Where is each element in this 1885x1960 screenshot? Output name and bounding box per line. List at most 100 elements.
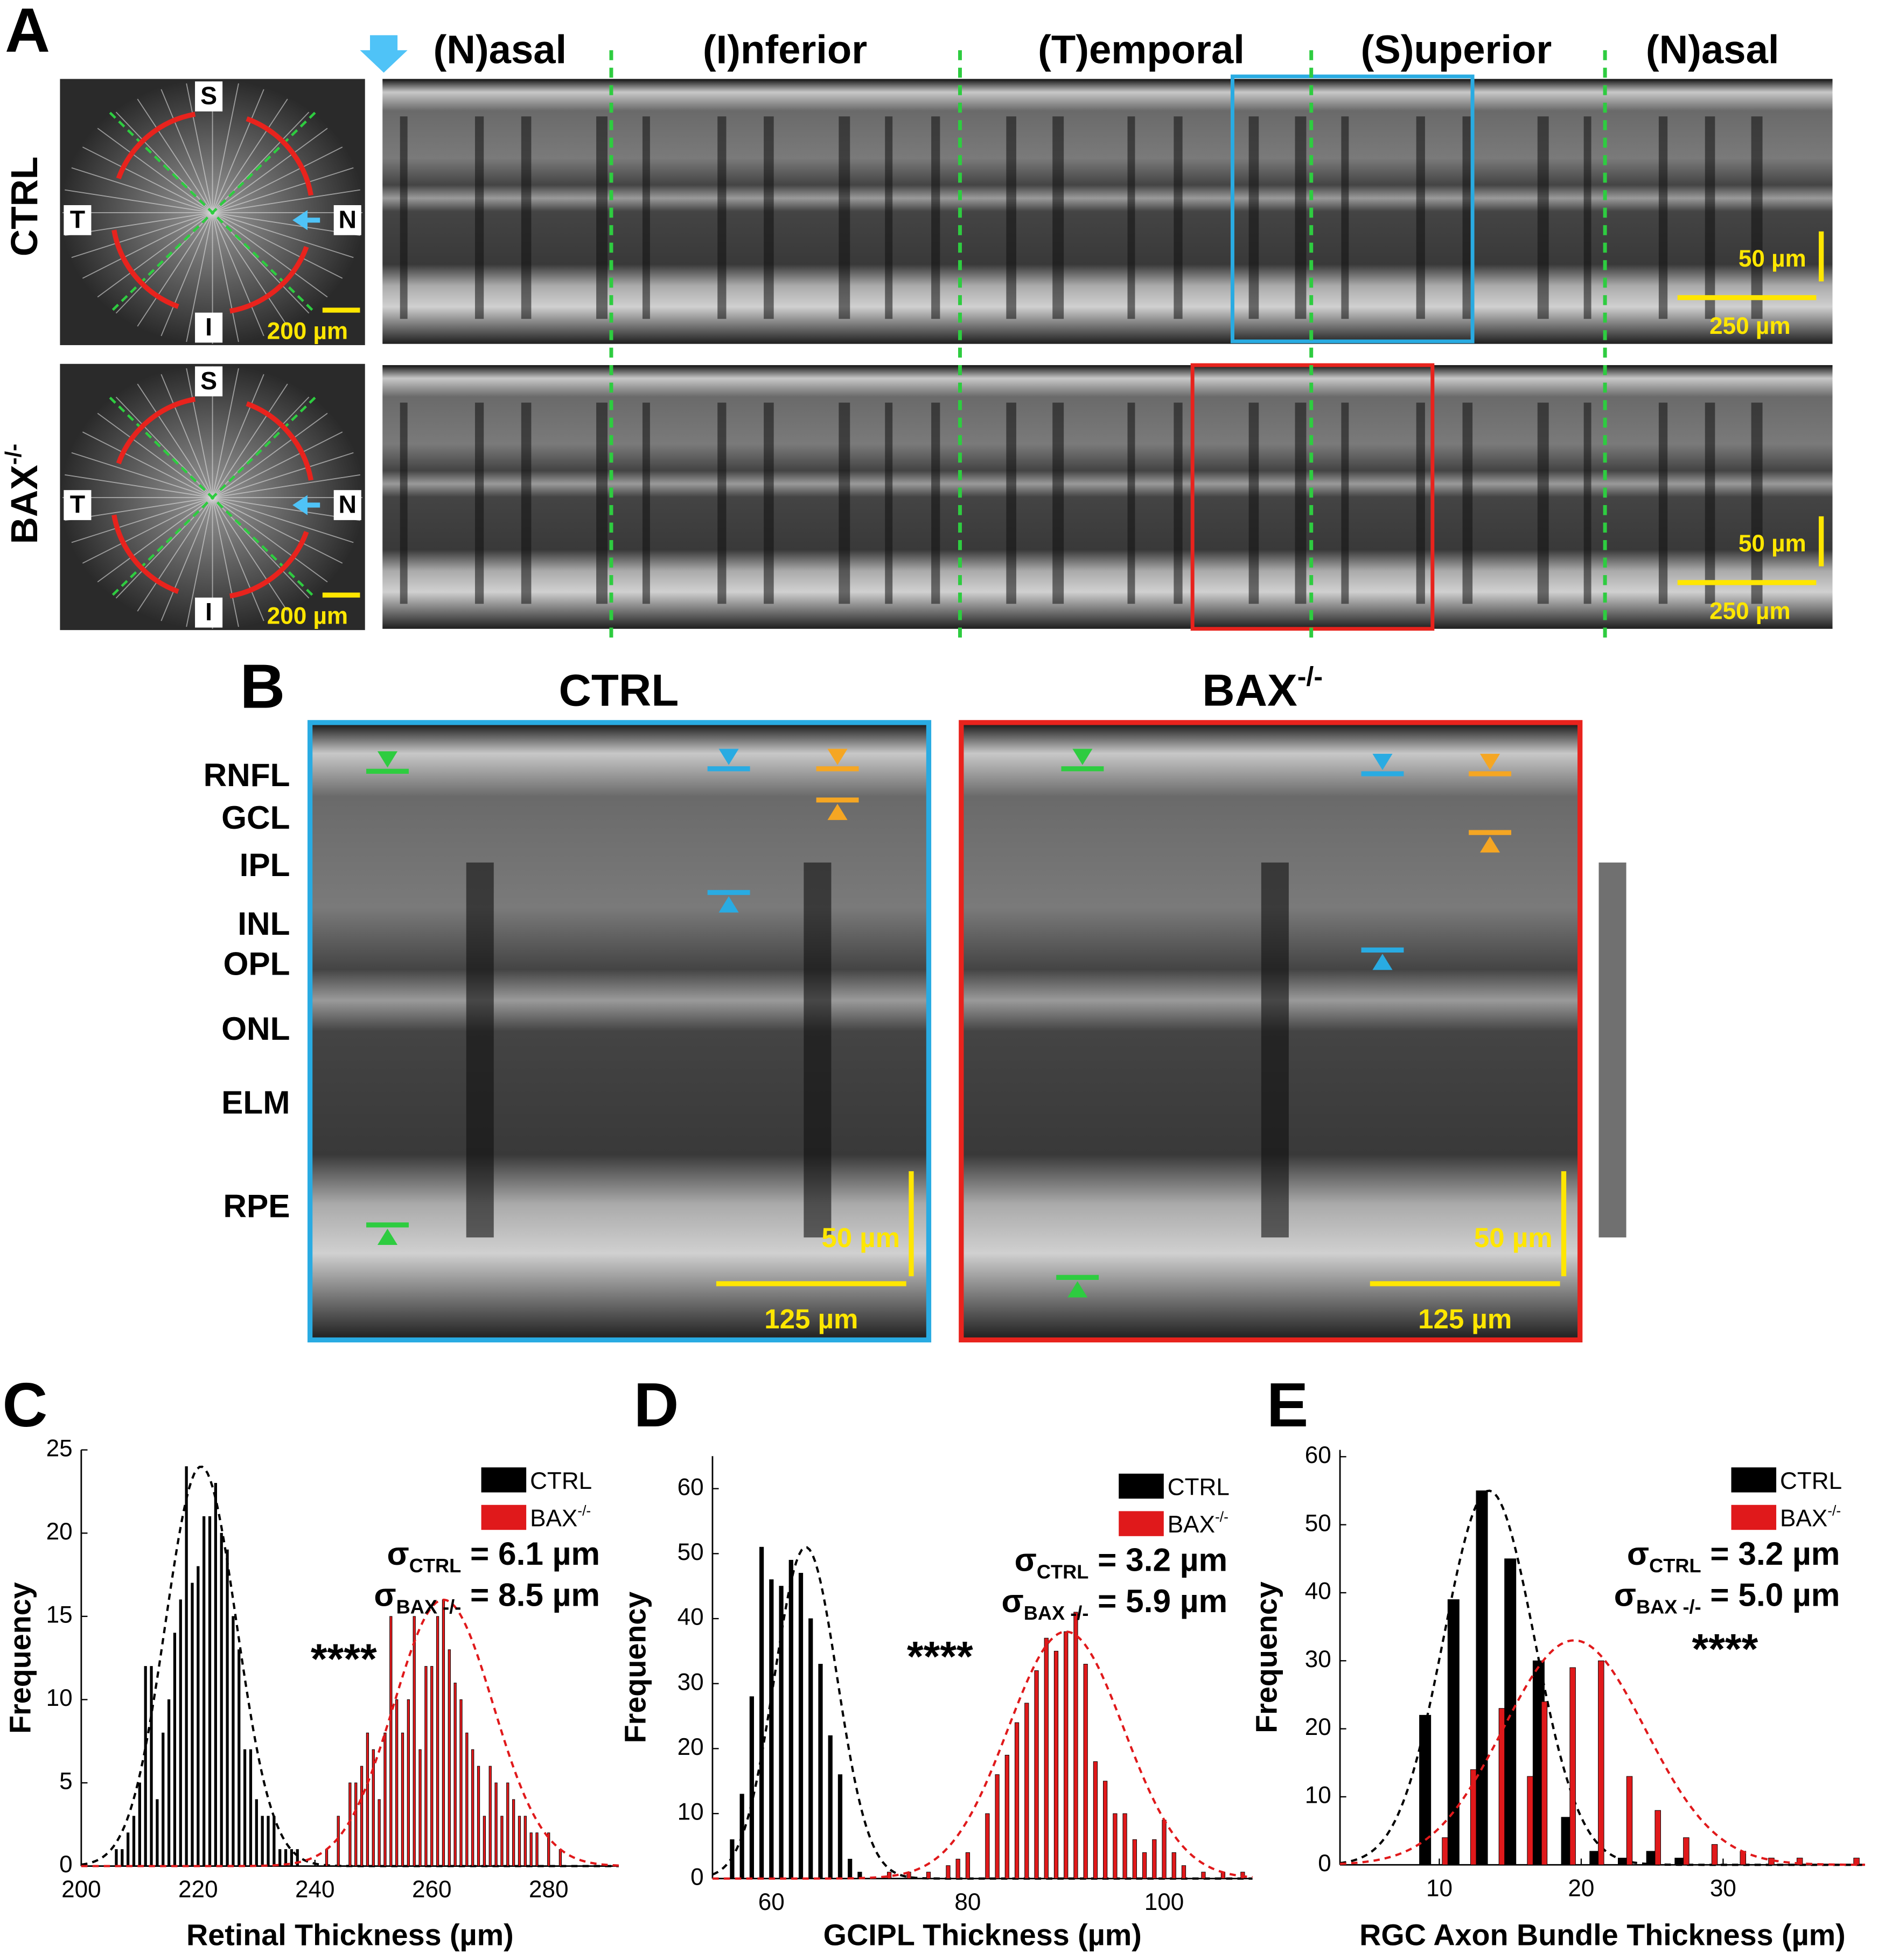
histogram-bar	[1171, 1852, 1176, 1879]
histogram-bar	[214, 1483, 217, 1867]
nerve-fiber	[212, 368, 239, 498]
vessel-shadow	[596, 116, 608, 319]
y-tick-label: 5	[59, 1768, 73, 1795]
panel-label: C	[3, 1370, 48, 1440]
sigma-annotation-part: CTRL	[409, 1555, 461, 1577]
orientation-label: I	[205, 313, 212, 341]
gaussian-fit	[81, 1598, 619, 1867]
histogram-bar	[759, 1546, 764, 1879]
vessel-shadow	[1127, 402, 1135, 604]
y-tick-label: 10	[678, 1799, 704, 1825]
orientation-label: T	[70, 491, 85, 519]
histogram-bar	[1073, 1612, 1078, 1879]
histogram-bar	[995, 1774, 1000, 1879]
legend-swatch	[1731, 1467, 1777, 1493]
y-tick-label: 20	[1305, 1714, 1331, 1740]
row-label-part: BAX	[3, 465, 45, 544]
histogram-bar	[465, 1732, 469, 1867]
histogram-bar	[494, 1782, 498, 1867]
vessel-shadow	[804, 862, 832, 1238]
histogram-bar	[325, 1849, 329, 1867]
scale-label: 200 µm	[267, 318, 348, 344]
nerve-fiber	[71, 497, 213, 543]
significance: ****	[907, 1633, 973, 1680]
histogram-bar	[150, 1666, 153, 1867]
sigma-annotation-part: = 3.2 µm	[1088, 1542, 1227, 1578]
histogram-bar	[360, 1766, 364, 1867]
x-tick-label: 30	[1710, 1875, 1736, 1901]
nerve-fiber	[212, 497, 264, 621]
nerve-fiber	[212, 383, 288, 498]
histogram-bar	[127, 1832, 130, 1867]
y-tick-label: 0	[59, 1851, 73, 1878]
scan-arrow	[229, 531, 309, 599]
histogram-bar	[1796, 1858, 1803, 1865]
sigma-annotation-part: σ	[1001, 1583, 1023, 1619]
orientation-label: S	[200, 367, 217, 395]
histogram-bar	[488, 1766, 492, 1867]
y-tick-label: 15	[46, 1601, 73, 1628]
vessel-shadow	[1583, 116, 1591, 319]
nerve-fiber	[186, 497, 213, 627]
y-tick-label: 60	[678, 1474, 704, 1500]
vessel-shadow	[1751, 116, 1763, 319]
histogram-bar	[1103, 1781, 1108, 1879]
nerve-fiber	[212, 497, 239, 627]
x-tick-label: 280	[529, 1877, 569, 1903]
histogram-bar	[238, 1649, 241, 1867]
orientation-box	[195, 597, 223, 628]
histogram-bar	[372, 1749, 375, 1867]
legend-label-part: -/-	[1215, 1509, 1228, 1525]
legend-swatch	[481, 1504, 527, 1530]
histogram-bar	[1181, 1865, 1186, 1879]
legend-label-part: BAX	[1168, 1511, 1215, 1538]
histogram-bar	[179, 1599, 182, 1867]
row-label: BAX-/-	[1, 444, 46, 544]
histogram-bar	[1541, 1701, 1548, 1865]
sigma-annotation-part: σ	[1614, 1576, 1636, 1613]
row-label-part: CTRL	[3, 157, 45, 257]
nerve-fiber	[65, 474, 213, 499]
vessel-shadow	[466, 862, 494, 1238]
vessel-shadow	[931, 402, 940, 604]
histogram-bar	[1442, 1837, 1448, 1865]
sigma-annotation-part: BAX -/-	[396, 1596, 462, 1618]
vessel-shadow	[764, 116, 774, 319]
histogram-bar	[395, 1699, 399, 1867]
x-axis-label: RGC Axon Bundle Thickness (µm)	[1359, 1919, 1846, 1952]
x-tick-label: 100	[1144, 1889, 1184, 1915]
histogram-bar	[115, 1849, 118, 1867]
histogram-bar	[471, 1749, 474, 1867]
histogram-bar	[1113, 1813, 1118, 1879]
legend-label: BAX-/-	[1168, 1509, 1228, 1538]
histogram-bar	[1476, 1490, 1488, 1865]
sigma-annotation-part: σ	[387, 1535, 409, 1572]
histogram-bar	[255, 1799, 258, 1867]
histogram-bar	[926, 1872, 931, 1879]
histogram-bar	[162, 1732, 165, 1867]
layer-marker-head	[1067, 1281, 1088, 1298]
histogram-bar	[523, 1816, 527, 1867]
histogram-bar	[173, 1633, 177, 1867]
histogram-bar	[1654, 1810, 1661, 1865]
vessel-shadow	[1583, 402, 1591, 604]
vessel-shadow	[596, 402, 608, 604]
histogram-bar	[1419, 1714, 1432, 1865]
y-axis-label: Frequency	[1249, 1581, 1283, 1733]
vessel-shadow	[1295, 402, 1307, 604]
histogram-bar	[798, 1573, 804, 1879]
histogram-bar	[203, 1516, 206, 1867]
sigma-annotation-part: = 5.0 µm	[1701, 1576, 1840, 1613]
layer-marker-head	[1480, 836, 1500, 853]
y-tick-label: 20	[678, 1734, 704, 1760]
vessel-shadow	[1127, 116, 1135, 319]
histogram-bar	[1470, 1769, 1477, 1865]
vessel-shadow	[1006, 116, 1016, 319]
histogram-bar	[985, 1813, 990, 1879]
scale-label: 50 µm	[1474, 1222, 1553, 1253]
scale-label: 125 µm	[764, 1304, 858, 1334]
panel-title: CTRL	[558, 665, 679, 716]
layer-label: RPE	[223, 1188, 290, 1224]
histogram-bar	[1683, 1837, 1689, 1865]
histogram-bar	[121, 1849, 124, 1867]
